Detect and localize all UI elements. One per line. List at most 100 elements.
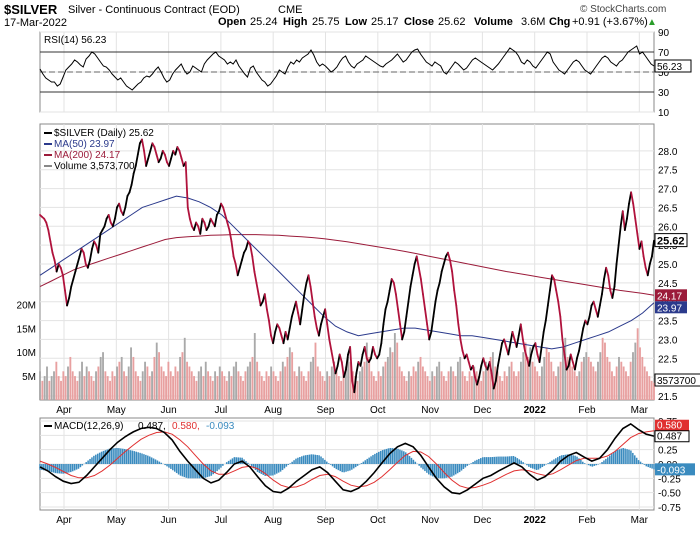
macd-histogram-bar <box>76 464 78 470</box>
volume-bar <box>550 362 552 400</box>
macd-histogram-bar <box>490 457 492 464</box>
macd-histogram-bar <box>478 459 480 464</box>
volume-bar <box>464 376 466 400</box>
price-x-tick-label: Feb <box>578 405 596 416</box>
volume-bar <box>46 367 48 400</box>
volume-bar <box>515 376 517 400</box>
volume-bar <box>441 371 443 400</box>
macd-histogram-bar <box>145 455 147 464</box>
macd-histogram-bar <box>170 464 172 469</box>
macd-y-tick-label: -0.75 <box>658 503 681 514</box>
volume-bar <box>518 371 520 400</box>
macd-histogram-bar <box>326 462 328 464</box>
volume-bar <box>382 367 384 400</box>
macd-histogram-bar <box>624 449 626 464</box>
price-y-tick-label: 26.0 <box>658 222 678 233</box>
macd-histogram-bar <box>476 460 478 464</box>
macd-x-tick-label: Sep <box>317 515 335 526</box>
macd-histogram-bar <box>409 456 411 464</box>
volume-bar <box>406 381 408 400</box>
volume-bar <box>469 371 471 400</box>
volume-bar <box>457 362 459 400</box>
macd-histogram-bar <box>467 464 469 466</box>
macd-histogram-bar <box>436 464 438 478</box>
macd-histogram-bar <box>594 464 596 466</box>
macd-histogram-bar <box>413 460 415 464</box>
macd-histogram-bar <box>189 464 191 478</box>
high-value: 25.75 <box>312 16 340 28</box>
macd-histogram-bar <box>164 464 166 465</box>
macd-histogram-bar <box>118 448 120 464</box>
volume-bar <box>553 371 555 400</box>
volume-bar <box>548 352 550 400</box>
macd-histogram-bar <box>232 458 234 464</box>
volume-bar <box>261 376 263 400</box>
macd-histogram-bar <box>132 451 134 464</box>
macd-histogram-bar <box>130 450 132 464</box>
macd-histogram-bar <box>547 463 549 464</box>
volume-bar <box>81 362 83 400</box>
chart-instrument-name: Silver - Continuous Contract (EOD) <box>68 4 240 16</box>
macd-histogram-bar <box>60 464 62 474</box>
volume-bar <box>590 362 592 400</box>
macd-histogram-bar <box>280 464 282 472</box>
macd-x-tick-label: Feb <box>578 515 596 526</box>
volume-bar <box>74 376 76 400</box>
volume-bar <box>41 381 43 400</box>
macd-histogram-bar <box>626 449 628 464</box>
volume-bar <box>508 367 510 400</box>
volume-bar <box>583 357 585 400</box>
macd-histogram-bar <box>218 464 220 469</box>
volume-bar <box>361 367 363 400</box>
volume-bar <box>427 376 429 400</box>
macd-histogram-bar <box>311 454 313 464</box>
macd-histogram-bar <box>261 464 263 474</box>
volume-bar <box>181 352 183 400</box>
volume-bar <box>373 376 375 400</box>
macd-histogram-bar <box>621 449 623 464</box>
price-y-tick-label: 26.5 <box>658 203 678 214</box>
macd-histogram-bar <box>314 455 316 464</box>
volume-bar <box>364 362 366 400</box>
price-x-tick-label: Aug <box>264 405 282 416</box>
macd-histogram-bar <box>297 458 299 464</box>
macd-histogram-bar <box>540 464 542 468</box>
macd-histogram-bar <box>282 464 284 470</box>
volume-last-value: 3573700 <box>657 376 696 387</box>
macd-histogram-bar <box>503 457 505 464</box>
macd-histogram-bar <box>415 462 417 464</box>
macd-histogram-bar <box>486 457 488 464</box>
volume-bar <box>296 376 298 400</box>
volume-bar <box>58 376 60 400</box>
volume-bar <box>104 371 106 400</box>
macd-histogram-bar <box>168 464 170 468</box>
macd-histogram-bar <box>359 464 361 465</box>
macd-histogram-bar <box>455 464 457 474</box>
volume-bar <box>396 343 398 400</box>
macd-histogram-bar <box>247 463 249 464</box>
macd-histogram-bar <box>211 464 213 476</box>
volume-bar <box>233 367 235 400</box>
volume-bar <box>620 362 622 400</box>
volume-bar <box>226 381 228 400</box>
macd-histogram-bar <box>263 464 265 475</box>
macd-histogram-bar <box>484 457 486 464</box>
macd-histogram-bar <box>351 464 353 470</box>
volume-bar <box>532 362 534 400</box>
macd-histogram-bar <box>128 450 130 464</box>
volume-y-tick-label: 20M <box>17 300 36 311</box>
macd-histogram-bar <box>440 464 442 478</box>
volume-bar <box>72 371 74 400</box>
macd-histogram-bar <box>174 464 176 472</box>
volume-bar <box>410 376 412 400</box>
volume-bar <box>501 381 503 400</box>
macd-histogram-bar <box>495 457 497 464</box>
volume-bar <box>646 371 648 400</box>
volume-bar <box>644 367 646 400</box>
macd-histogram-bar <box>405 452 407 464</box>
macd-histogram-bar <box>276 464 278 474</box>
rsi-legend: RSI(14) 56.23 <box>44 35 107 46</box>
volume-bar <box>429 381 431 400</box>
volume-bar <box>420 357 422 400</box>
